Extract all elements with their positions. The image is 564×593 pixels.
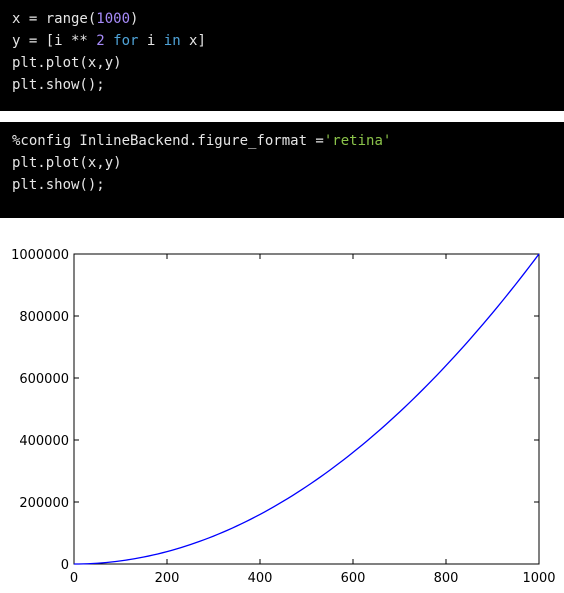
code-line: y = [i ** 2 for i in x] [12, 30, 552, 52]
x-tick-label: 400 [248, 571, 273, 586]
code-token: plt.show(); [12, 177, 105, 193]
y-tick-label: 1000000 [11, 248, 69, 263]
code-line: plt.plot(x,y) [12, 152, 552, 174]
plot-output: 0 200 400 600 800 1000 0 200000 400000 600000 8000… [0, 240, 564, 593]
code-line: plt.show(); [12, 74, 552, 96]
x-tick-label: 200 [155, 571, 180, 586]
x-tick-label: 1000 [522, 571, 555, 586]
y-tick-label: 400000 [19, 434, 69, 449]
code-token: x = range( [12, 11, 96, 27]
code-token: for [113, 33, 138, 49]
code-token: i [138, 33, 163, 49]
code-cell-2[interactable]: %config InlineBackend.figure_format ='re… [0, 122, 564, 218]
plot-frame [74, 254, 539, 564]
code-token: 2 [96, 33, 104, 49]
x-tick-label: 0 [70, 571, 78, 586]
code-token: x] [181, 33, 206, 49]
code-token: plt.plot(x,y) [12, 55, 122, 71]
x-tick-label: 600 [341, 571, 366, 586]
code-token [105, 33, 113, 49]
y-tick-label: 200000 [19, 496, 69, 511]
code-line: %config InlineBackend.figure_format ='re… [12, 130, 552, 152]
y-tick-label: 800000 [19, 310, 69, 325]
code-token: y = [i ** [12, 33, 96, 49]
code-token: ) [130, 11, 138, 27]
code-token: plt.show(); [12, 77, 105, 93]
code-token: %config InlineBackend.figure_format = [12, 133, 324, 149]
code-line: plt.show(); [12, 174, 552, 196]
y-tick-label: 0 [61, 558, 69, 573]
y-tick-label: 600000 [19, 372, 69, 387]
code-token: 'retina' [324, 133, 391, 149]
code-cell-1[interactable]: x = range(1000) y = [i ** 2 for i in x] pl… [0, 0, 564, 111]
x-tick-label: 800 [434, 571, 459, 586]
code-line: x = range(1000) [12, 8, 552, 30]
code-token: plt.plot(x,y) [12, 155, 122, 171]
code-token: 1000 [96, 11, 130, 27]
code-line: plt.plot(x,y) [12, 52, 552, 74]
code-token: in [164, 33, 181, 49]
